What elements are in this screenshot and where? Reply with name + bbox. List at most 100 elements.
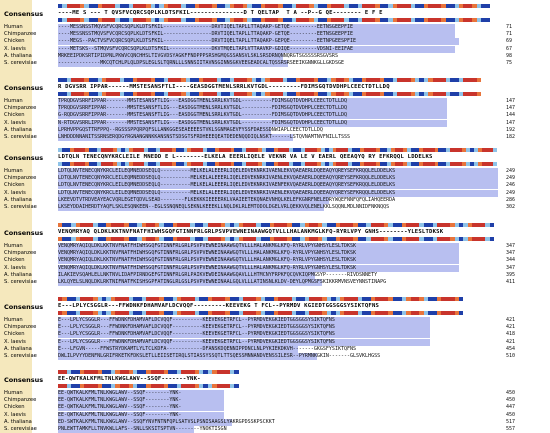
conservation-cell bbox=[141, 223, 147, 227]
sequence-text: LKEEVDTVTRDVEAYEACVQRLEGETQDVLSEAD------… bbox=[58, 196, 396, 203]
conservation-cell bbox=[399, 148, 404, 152]
conservation-cell bbox=[476, 223, 481, 227]
conservation-cell bbox=[357, 92, 363, 96]
species-label: Chicken bbox=[4, 404, 25, 411]
species-label: Chicken bbox=[4, 331, 25, 338]
sequence-row: PNLEWTTAMKFLLTNVKWLLAFS--SNLLSKSITSPTVN-… bbox=[58, 426, 498, 433]
conservation-cell bbox=[322, 297, 327, 301]
conservation-cell bbox=[115, 4, 120, 8]
residue-position: 144 bbox=[506, 112, 516, 119]
conservation-cell bbox=[229, 92, 235, 96]
conservation-cell bbox=[450, 237, 455, 241]
conservation-cell bbox=[168, 78, 173, 82]
conservation-cell bbox=[185, 237, 191, 241]
conservation-cell bbox=[291, 223, 296, 227]
conservation-cell bbox=[458, 4, 464, 8]
conservation-bar bbox=[58, 4, 490, 8]
conservation-cell bbox=[282, 237, 288, 241]
conservation-cell bbox=[384, 18, 389, 22]
conservation-cell bbox=[234, 297, 239, 301]
sequence-text: LKSEYDDAIHERDTYAQFLSKLESQNKEEN--EGLSSNQN… bbox=[58, 204, 390, 210]
identity-highlight bbox=[58, 390, 224, 397]
conservation-cell bbox=[212, 370, 217, 374]
sequence-row: ----METSKS--STMQVSFVCQRCSQPLKLDTSFKIL---… bbox=[58, 45, 498, 53]
identity-highlight bbox=[58, 60, 288, 67]
conservation-cell bbox=[309, 223, 314, 227]
residue-position: 249 bbox=[506, 175, 516, 182]
conservation-cell bbox=[261, 148, 266, 152]
conservation-cell bbox=[423, 4, 429, 8]
conservation-cell bbox=[256, 311, 261, 315]
conservation-cell bbox=[212, 311, 217, 315]
conservation-cell bbox=[331, 18, 336, 22]
conservation-cell bbox=[106, 4, 111, 8]
conservation-cell bbox=[199, 237, 204, 241]
conservation-cell bbox=[278, 223, 283, 227]
conservation-cell bbox=[282, 18, 288, 22]
conservation-cell bbox=[136, 148, 141, 152]
conservation-cell bbox=[300, 18, 305, 22]
conservation-cell bbox=[128, 4, 133, 8]
conservation-bar bbox=[58, 223, 495, 227]
conservation-cell bbox=[146, 92, 151, 96]
conservation-cell bbox=[199, 148, 204, 152]
consensus-sequence: VENQMRYAQ QLDKLKKTNVFNATFHIWHSGQFGTINNFR… bbox=[58, 229, 444, 235]
conservation-cell bbox=[71, 4, 76, 8]
conservation-cell bbox=[414, 78, 420, 82]
conservation-cell bbox=[287, 237, 292, 241]
conservation-cell bbox=[172, 311, 177, 315]
conservation-cell bbox=[84, 297, 89, 301]
conservation-cell bbox=[203, 297, 208, 301]
conservation-cell bbox=[75, 311, 81, 315]
conservation-cell bbox=[281, 148, 286, 152]
sequence-row: ED-SWTKALKFMLTNLKWGLAWV--SSQFYNVFNTNFQPL… bbox=[58, 418, 498, 426]
conservation-cell bbox=[414, 311, 420, 315]
conservation-cell bbox=[234, 223, 239, 227]
conservation-cell bbox=[344, 162, 349, 166]
conservation-cell bbox=[154, 18, 160, 22]
conservation-cell bbox=[291, 237, 296, 241]
conservation-cell bbox=[71, 237, 76, 241]
conservation-cell bbox=[97, 223, 103, 227]
conservation-cell bbox=[403, 162, 408, 166]
conservation-cell bbox=[238, 297, 244, 301]
conservation-cell bbox=[84, 92, 89, 96]
conservation-cell bbox=[246, 148, 251, 152]
conservation-cell bbox=[119, 78, 125, 82]
conservation-cell bbox=[195, 162, 200, 166]
conservation-cell bbox=[322, 223, 327, 227]
conservation-cell bbox=[119, 297, 125, 301]
conservation-cell bbox=[392, 237, 398, 241]
conservation-cell bbox=[331, 92, 336, 96]
conservation-cell bbox=[287, 4, 292, 8]
species-label: S. cerevisiae bbox=[4, 426, 37, 432]
conservation-cell bbox=[454, 297, 459, 301]
conservation-cell bbox=[207, 311, 213, 315]
conservation-cell bbox=[88, 311, 94, 315]
conservation-cell bbox=[62, 297, 67, 301]
conservation-cell bbox=[348, 18, 354, 22]
conservation-cell bbox=[375, 297, 380, 301]
conservation-cell bbox=[212, 18, 217, 22]
conservation-cell bbox=[132, 384, 138, 388]
conservation-cell bbox=[124, 223, 129, 227]
conservation-cell bbox=[203, 223, 208, 227]
sequence-row: EE-QWTKALKFMLTNLKWGLAWV--SSQF--------YNK… bbox=[58, 404, 498, 412]
conservation-cell bbox=[154, 223, 160, 227]
conservation-cell bbox=[278, 18, 283, 22]
sequence-text: E---LPLYCSGGLR---FFWDNKFDHAMVAFLDCVQQF--… bbox=[58, 331, 335, 338]
conservation-cell bbox=[465, 162, 470, 166]
conservation-cell bbox=[322, 4, 327, 8]
conservation-cell bbox=[370, 78, 376, 82]
conservation-cell bbox=[106, 237, 111, 241]
conservation-cell bbox=[473, 162, 478, 166]
conservation-cell bbox=[132, 148, 137, 152]
conservation-cell bbox=[115, 18, 120, 22]
conservation-cell bbox=[256, 78, 261, 82]
conservation-cell bbox=[353, 237, 358, 241]
conservation-cell bbox=[489, 237, 495, 241]
sequence-row: LDTQLNVTENECQNYKRCLEILEQMNEDDSEQLQ------… bbox=[58, 189, 498, 197]
conservation-cell bbox=[335, 78, 340, 82]
conservation-cell bbox=[414, 148, 419, 152]
conservation-cell bbox=[146, 4, 151, 8]
